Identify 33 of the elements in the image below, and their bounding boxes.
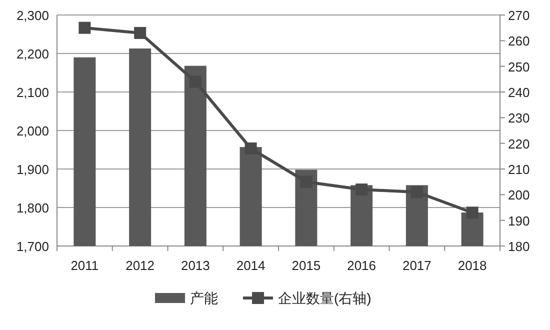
x-tick-label: 2013	[180, 258, 210, 273]
x-tick-label: 2018	[458, 258, 487, 273]
x-tick-label: 2015	[292, 258, 321, 273]
y2-tick-label: 190	[508, 213, 530, 228]
legend-label: 企业数量(右轴)	[278, 290, 372, 306]
point	[244, 142, 257, 154]
x-tick-label: 2014	[236, 258, 266, 273]
y-tick-label: 2,000	[16, 124, 49, 138]
y-tick-label: 1,900	[16, 162, 49, 177]
y2-tick-label: 230	[508, 110, 530, 126]
point	[78, 22, 91, 34]
y2-tick-label: 260	[508, 34, 530, 49]
point	[466, 206, 478, 219]
y2-tick-label: 250	[508, 59, 530, 74]
x-tick-label: 2017	[402, 258, 432, 273]
y2-tick-label: 180	[508, 239, 530, 254]
point	[356, 184, 368, 196]
y2-tick-label: 240	[508, 85, 530, 100]
y-tick-label: 1,800	[16, 200, 49, 216]
point	[134, 26, 146, 39]
x-tick-label: 2011	[70, 258, 99, 273]
y-tick-label: 1,700	[16, 239, 49, 254]
y-tick-label: 2,300	[16, 8, 49, 23]
y2-tick-label: 270	[508, 8, 530, 23]
y-tick-label: 2,200	[16, 46, 49, 62]
legend-label: 产能	[190, 290, 218, 306]
y-tick-label: 2,100	[16, 85, 49, 100]
y2-tick-label: 220	[508, 136, 530, 152]
point	[410, 186, 423, 198]
x-tick-label: 2012	[126, 258, 155, 273]
y2-tick-label: 210	[508, 162, 530, 177]
y2-tick-label: 200	[508, 188, 530, 203]
x-tick-label: 2016	[347, 258, 376, 273]
